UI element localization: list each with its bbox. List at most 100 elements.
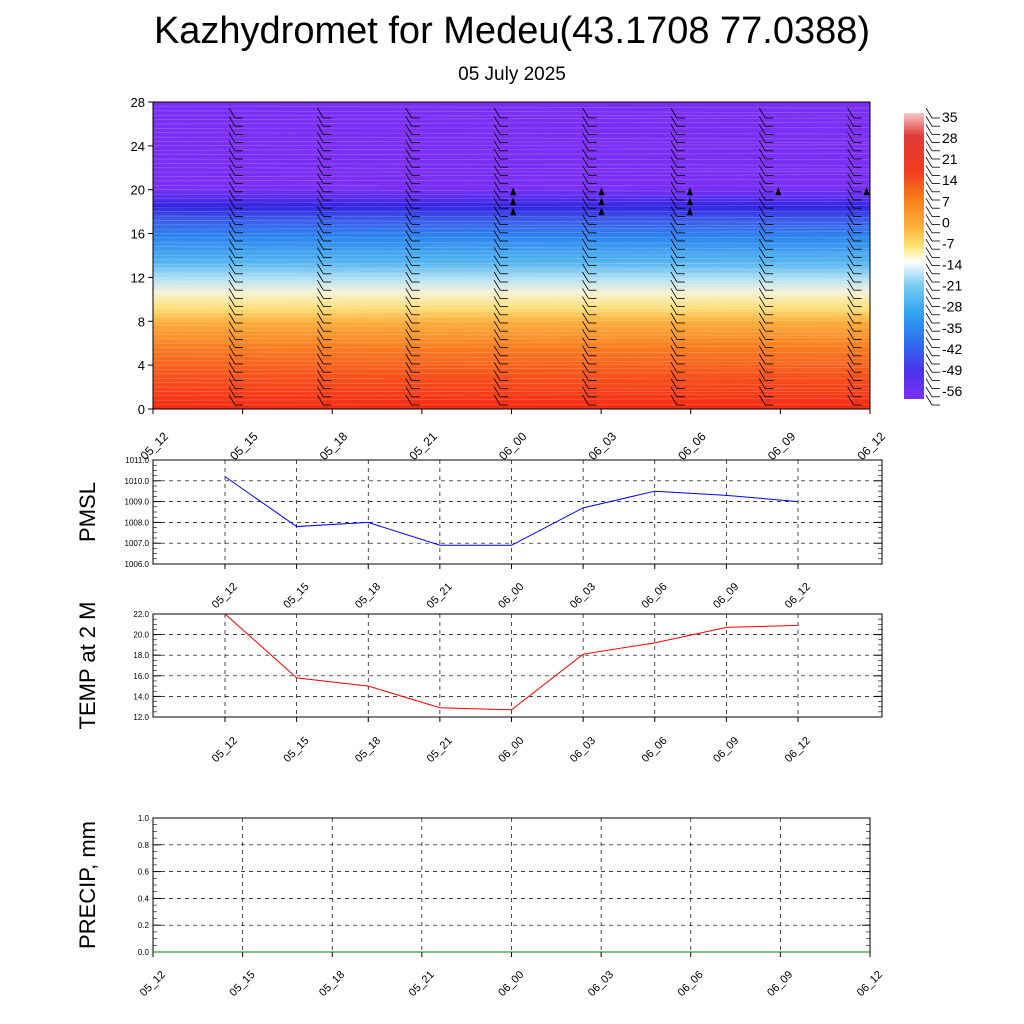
y-tick-label: 1008.0 xyxy=(125,518,150,527)
wind-barb-flag xyxy=(847,378,854,389)
wind-barb-flag xyxy=(758,238,766,250)
chart-subtitle: 05 July 2025 xyxy=(458,64,566,85)
wind-barb-flag xyxy=(582,337,589,348)
colorbar-label: -14 xyxy=(942,257,962,273)
isotherm-line xyxy=(152,215,871,218)
wind-barb xyxy=(405,107,420,119)
wind-barb-flag xyxy=(758,345,766,357)
wind-barb xyxy=(582,394,597,406)
wind-barb xyxy=(405,156,420,168)
wind-barb xyxy=(925,386,940,398)
wind-barb xyxy=(493,181,509,193)
wind-barb xyxy=(758,320,774,332)
isotherm-line xyxy=(152,367,871,370)
wind-barb xyxy=(493,197,509,209)
wind-barb xyxy=(847,394,862,406)
wind-barb-flag xyxy=(925,361,933,373)
wind-barb xyxy=(847,132,862,144)
wind-barb xyxy=(582,173,597,185)
wind-barb-flag xyxy=(317,124,324,135)
wind-barb xyxy=(847,181,862,193)
wind-barb xyxy=(493,370,509,381)
wind-barb xyxy=(925,181,940,193)
isotherm-line xyxy=(152,346,871,348)
wind-barb-flag xyxy=(670,370,678,381)
isotherm-line xyxy=(152,337,871,340)
wind-barb-flag xyxy=(670,304,678,316)
wind-barb xyxy=(925,197,940,209)
isotherm-line xyxy=(152,299,871,302)
wind-barb xyxy=(493,222,509,234)
colorbar-label: 0 xyxy=(942,214,950,230)
wind-barb-flag xyxy=(925,378,933,389)
wind-barb-flag xyxy=(228,230,236,242)
wind-barb xyxy=(758,238,774,250)
wind-barb-flag xyxy=(847,329,854,340)
wind-barb-flag xyxy=(317,189,324,201)
wind-barb xyxy=(670,271,685,283)
wind-barb xyxy=(317,304,332,316)
wind-barb xyxy=(228,329,243,340)
wind-barb-flag xyxy=(670,312,678,324)
wind-barb xyxy=(228,148,243,160)
wind-barb-flag xyxy=(493,353,501,365)
colorbar-label: -56 xyxy=(942,383,962,399)
wind-barb-flag xyxy=(405,271,413,283)
wind-barb xyxy=(582,115,597,127)
wind-barb xyxy=(925,255,940,267)
wind-barb xyxy=(317,386,332,398)
wind-barb xyxy=(228,124,243,135)
wind-barb xyxy=(493,255,509,267)
wind-pennant xyxy=(598,187,605,196)
wind-barb-flag xyxy=(847,255,854,266)
wind-barb xyxy=(493,140,509,152)
wind-barb-flag xyxy=(317,230,324,242)
colorbar-label: 14 xyxy=(942,172,958,188)
wind-barb xyxy=(925,222,940,234)
wind-barb-flag xyxy=(582,115,589,127)
isotherm-line xyxy=(152,310,871,313)
wind-barb xyxy=(758,181,774,193)
wind-barb xyxy=(925,361,940,373)
wind-barb-flag xyxy=(228,214,236,225)
wind-barb-flag xyxy=(582,148,589,160)
wind-barb xyxy=(758,132,774,144)
wind-barb-flag xyxy=(758,181,766,193)
wind-barb xyxy=(670,132,685,144)
isotherm-line xyxy=(152,224,871,226)
isotherm-line xyxy=(152,303,871,306)
isotherm-line xyxy=(152,121,871,125)
wind-barb xyxy=(493,312,509,324)
wind-barb-flag xyxy=(582,165,589,176)
wind-barb xyxy=(493,107,509,119)
isotherm-line xyxy=(152,171,871,173)
y-tick-label: 0.6 xyxy=(138,868,150,877)
wind-barb-flag xyxy=(317,156,324,168)
wind-barb-flag xyxy=(317,247,324,258)
wind-barbs xyxy=(228,107,940,406)
wind-barb-flag xyxy=(405,288,413,299)
wind-barb-flag xyxy=(925,115,933,127)
isotherm-line xyxy=(152,147,871,151)
wind-barb-flag xyxy=(582,296,589,307)
wind-barb xyxy=(317,271,332,283)
wind-barb-flag xyxy=(758,271,766,283)
wind-barb-flag xyxy=(405,337,413,348)
wind-barb xyxy=(317,296,332,308)
wind-barb-flag xyxy=(925,386,933,398)
wind-barb xyxy=(582,247,597,258)
wind-barb-flag xyxy=(317,206,324,217)
wind-barb xyxy=(317,320,332,332)
isotherm-line xyxy=(152,132,871,135)
wind-barb-flag xyxy=(758,165,766,176)
wind-barb-flag xyxy=(405,197,413,209)
y-tick-label: 0 xyxy=(138,402,145,417)
wind-barb-flag xyxy=(758,370,766,381)
wind-barb-flag xyxy=(493,206,501,217)
y-tick-label: 1.0 xyxy=(138,814,150,823)
wind-pennant xyxy=(686,187,693,196)
wind-barb-flag xyxy=(925,296,933,307)
panel-3 xyxy=(152,817,871,957)
wind-barb-flag xyxy=(317,222,324,234)
wind-barb xyxy=(670,230,685,242)
